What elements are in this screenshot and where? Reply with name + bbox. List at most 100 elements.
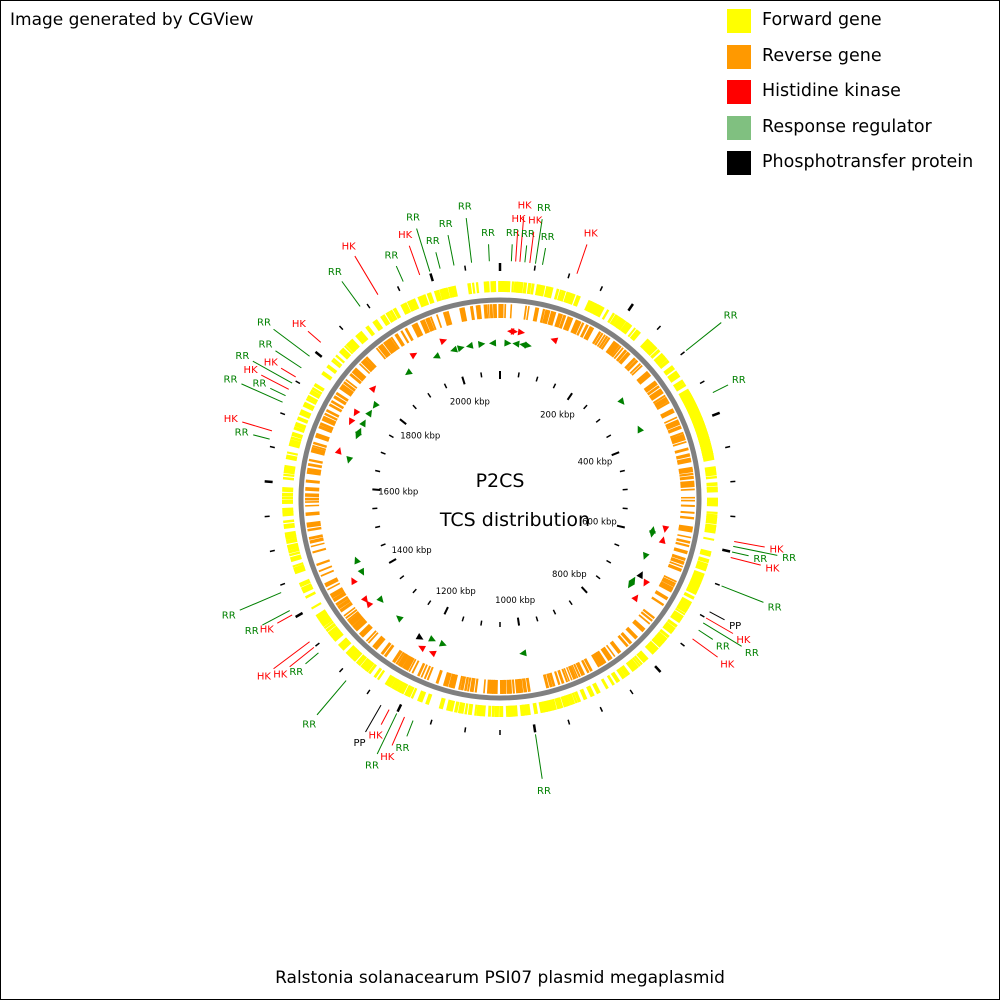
forward-gene (517, 281, 524, 294)
reverse-gene (611, 345, 622, 358)
reverse-gene (676, 457, 691, 462)
forward-gene (622, 664, 631, 676)
forward-gene (283, 468, 296, 475)
reverse-gene (413, 322, 424, 337)
reverse-gene (469, 677, 476, 693)
forward-gene (573, 691, 582, 703)
reverse-gene (318, 565, 333, 573)
forward-gene (467, 282, 473, 295)
reverse-gene (547, 310, 554, 325)
outer-tick (396, 286, 401, 292)
reverse-gene (435, 669, 443, 684)
legend-label-forward-gene: Forward gene (762, 10, 882, 30)
callout-label: PP (729, 621, 741, 632)
forward-gene (633, 655, 643, 666)
forward-gene (426, 292, 434, 305)
reverse-gene (312, 441, 328, 449)
reverse-gene (305, 511, 320, 516)
callout-label: HK (244, 365, 259, 376)
reverse-gene (655, 398, 669, 409)
outer-tick (366, 689, 371, 695)
forward-gene (631, 330, 641, 342)
tcs-marker-rr (465, 341, 474, 349)
forward-gene (450, 700, 456, 712)
ruler-tick (616, 524, 626, 529)
callout-line (275, 350, 302, 369)
reverse-gene-track (304, 304, 696, 695)
callout-label: RR (753, 554, 767, 565)
outer-tick (338, 667, 344, 673)
forward-gene (365, 325, 376, 337)
reverse-gene (592, 331, 602, 345)
forward-gene (330, 628, 341, 638)
reverse-gene (349, 373, 362, 385)
forward-gene (644, 645, 655, 655)
outer-tick (629, 689, 634, 695)
ruler-tick (380, 451, 386, 455)
reverse-gene (632, 621, 644, 633)
callout-line (380, 709, 390, 725)
callout-line (510, 244, 513, 262)
forward-gene (616, 318, 627, 331)
reverse-gene (308, 534, 324, 540)
ruler-tick (380, 543, 386, 547)
callout-line (733, 545, 778, 556)
forward-gene (357, 655, 368, 667)
callout-label: HK (765, 564, 780, 575)
reverse-gene (352, 616, 365, 629)
reverse-gene (343, 606, 356, 617)
reverse-gene (305, 487, 320, 492)
ruler-label: 1200 kbp (436, 587, 476, 597)
callout-label: RR (252, 379, 266, 390)
tcs-marker-rr (643, 551, 650, 560)
outer-tick (699, 613, 705, 618)
ruler-tick (566, 392, 573, 401)
tcs-marker-rr (628, 576, 636, 585)
forward-gene (526, 282, 532, 295)
forward-gene (655, 355, 668, 367)
forward-gene (282, 511, 294, 517)
ruler-tick (399, 575, 405, 580)
forward-gene (335, 354, 346, 364)
forward-gene (692, 574, 704, 581)
forward-gene (568, 693, 576, 705)
forward-gene (593, 304, 602, 316)
forward-gene (513, 281, 519, 293)
forward-gene (655, 633, 666, 644)
forward-gene (467, 703, 474, 716)
reverse-gene (358, 623, 372, 637)
ruler-tick (583, 404, 588, 410)
reverse-gene (624, 357, 637, 370)
ruler-tick (480, 372, 483, 378)
reverse-gene (423, 665, 431, 680)
forward-gene (512, 705, 518, 717)
callout-line (435, 252, 441, 269)
reverse-gene (658, 582, 673, 593)
reverse-gene (373, 636, 386, 650)
ruler-tick (619, 469, 625, 473)
outer-tick (294, 611, 304, 619)
forward-gene (609, 314, 619, 326)
reverse-gene (576, 322, 585, 336)
forward-gene (560, 696, 567, 708)
forward-gene (349, 338, 360, 349)
outer-tick (315, 642, 320, 647)
callout-line (365, 704, 382, 733)
forward-gene (340, 347, 352, 359)
callout-label: RR (235, 427, 249, 438)
ruler-tick (517, 372, 520, 378)
forward-gene (323, 620, 334, 630)
callout-label: RR (302, 720, 316, 731)
callout-label: RR (384, 251, 398, 262)
reverse-gene (618, 351, 631, 365)
reverse-gene (570, 319, 580, 334)
reverse-gene (673, 547, 688, 555)
callout-label: RR (732, 375, 746, 386)
tcs-marker-rr (512, 340, 520, 348)
forward-gene (705, 523, 717, 528)
outer-tick (714, 582, 720, 586)
forward-gene (546, 699, 555, 712)
forward-gene (453, 285, 458, 297)
forward-gene (399, 682, 409, 695)
legend-label-response-regulator: Response regulator (762, 116, 932, 137)
